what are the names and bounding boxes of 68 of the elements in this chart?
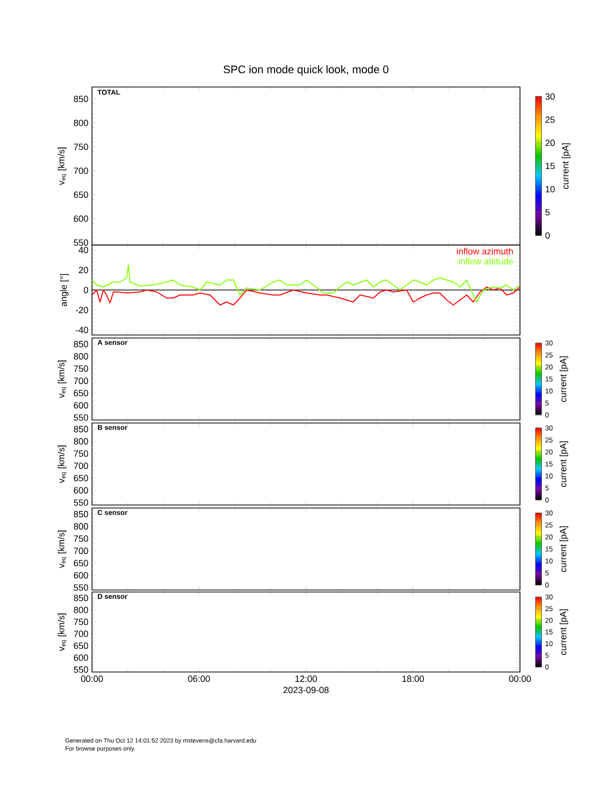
y-axis-title: v$_{eq}$ [km/s] [58,614,67,652]
y-tick-label: 550 [74,414,88,421]
y-tick-label: 750 [74,618,88,626]
y-axis-title: v$_{eq}$ [km/s] [58,446,67,484]
y-tick-label: 800 [74,120,88,126]
y-axis-title: v$_{eq}$ [km/s] [58,360,67,398]
x-tick-label: 18:00 [402,676,424,682]
x-tick-label: 00:00 [509,676,531,682]
color-bar-title: current [pA] [560,441,568,487]
color-bar-title: current [pA] [560,526,568,572]
y-tick-label: 550 [74,666,88,673]
x-tick-label: 12:00 [295,676,317,682]
color-bar-label: 15 [546,162,555,170]
x-axis-title: 2023-09-08 [283,686,329,694]
y-tick-label: 650 [74,560,88,566]
y-tick-label: 600 [74,654,88,661]
y-tick-label: 20 [78,266,88,274]
y-tick-label: 700 [74,462,88,470]
y-tick-label: 600 [74,215,88,222]
color-bar-title: current [pA] [560,609,568,655]
y-tick-label: 800 [74,438,88,445]
color-bar-label: 10 [546,186,555,192]
y-tick-label: 600 [74,572,88,579]
y-tick-label: 600 [74,487,88,494]
y-tick-label: 40 [78,246,88,254]
y-tick-label: 550 [74,499,88,506]
y-tick-label: 0 [84,286,88,294]
x-tick-label: 06:00 [188,676,210,682]
y-tick-label: 650 [74,642,88,649]
chart-title: SPC ion mode quick look, mode 0 [224,65,388,76]
y-tick-label: 750 [74,450,88,457]
y-tick-label: 800 [74,523,88,530]
y-axis-title: angle [°] [60,274,69,306]
y-tick-label: -40 [76,326,88,334]
y-tick-label: 600 [74,402,88,409]
y-tick-label: 650 [74,474,88,482]
color-bar-label: 5 [545,209,550,216]
y-tick-label: 750 [74,144,88,150]
y-tick-label: 700 [74,548,88,554]
y-tick-label: 650 [74,390,88,396]
y-tick-label: 650 [74,192,88,198]
y-tick-label: 850 [74,510,88,518]
color-bar-label: 30 [545,93,555,100]
x-tick-label: 00:00 [81,676,103,682]
text: inflow azimuth [456,248,513,255]
line-series [92,264,520,303]
y-tick-label: 550 [74,239,88,246]
series-label: inflow attitude [458,258,513,265]
y-tick-label: 850 [74,340,88,348]
y-axis-title: v$_{eq}$ [km/s] [58,148,67,186]
color-bar-label: 20 [546,140,555,146]
y-tick-label: 550 [74,584,88,591]
color-bar-label: 25 [546,116,555,123]
y-axis-title: v$_{eq}$ [km/s] [58,530,67,568]
y-tick-label: 800 [74,606,88,614]
y-tick-label: 750 [74,365,88,372]
y-tick-label: 700 [74,630,88,637]
y-tick-label: 850 [74,594,88,602]
y-tick-label: 700 [74,378,88,384]
y-tick-label: 750 [74,535,88,542]
y-tick-label: 850 [74,96,88,102]
y-tick-label: 700 [74,168,88,174]
y-tick-label: 800 [74,353,88,360]
color-bar-label: 0 [545,232,550,239]
color-bar-title: current [pA] [562,143,570,189]
color-bar-title: current [pA] [560,356,568,402]
y-tick-label: -20 [76,306,88,314]
y-tick-label: 850 [74,426,88,432]
